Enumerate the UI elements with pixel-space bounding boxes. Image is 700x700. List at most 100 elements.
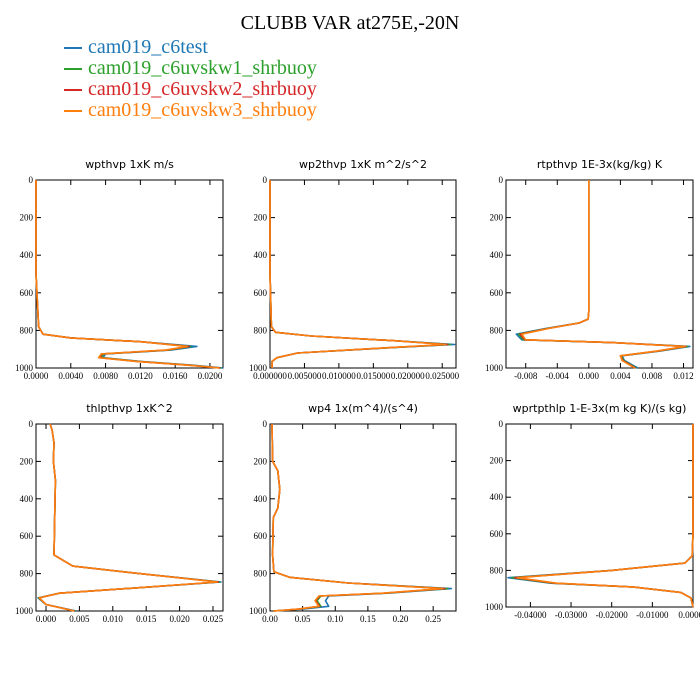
x-tick-label: -0.01000 [636,610,669,620]
x-tick-label: 0.010000 [322,371,356,381]
legend: cam019_c6test cam019_c6uvskw1_shrbuoy ca… [64,37,317,121]
y-tick-label: 0 [29,175,34,185]
y-tick-label: 0 [263,175,268,185]
y-tick-label: 800 [254,569,268,579]
x-tick-label: 0.008 [642,371,663,381]
chart-panel: wp4 1x(m^4)/(s^4) 0 200 400 600 800 10000.00 0.… [249,402,457,624]
legend-item: cam019_c6uvskw1_shrbuoy [64,58,317,79]
plot-frame [35,179,224,369]
plot-frame [269,179,457,369]
x-tick-label: -0.008 [514,371,538,381]
x-tick-label: 0.012 [673,371,693,381]
chart-title: wp2thvp 1xK m^2/s^2 [299,158,427,171]
series-line [37,423,221,612]
legend-label: cam019_c6test [88,36,208,58]
legend-item: cam019_c6test [64,37,317,58]
series-line [516,424,694,608]
y-tick-label: 200 [254,213,268,223]
chart-panel: wp2thvp 1xK m^2/s^2020040060080010000.00… [249,158,460,381]
series-line [35,180,224,369]
x-tick-label: 0.005 [69,614,90,624]
series-line [269,180,452,368]
x-tick-label: -0.02000 [596,610,629,620]
x-tick-label: 0.0040 [58,371,83,381]
legend-swatch [64,110,82,113]
y-tick-label: 400 [254,494,268,504]
series-line [514,424,694,608]
x-tick-label: 0.000 [36,614,57,624]
chart-title: thlpthvp 1xK^2 [86,402,173,415]
y-tick-label: 1000 [249,606,268,616]
x-tick-label: 0.0000 [24,371,49,381]
x-tick-label: 0.20 [393,614,409,624]
y-tick-label: 800 [20,569,34,579]
x-tick-label: 0.00 [262,614,278,624]
series-line [511,424,694,608]
x-tick-label: 0.004 [610,371,631,381]
series-line [269,180,449,368]
y-tick-label: 0 [263,419,268,429]
series-line [38,423,220,612]
x-tick-label: 0.000 [579,371,600,381]
y-tick-label: 200 [490,456,504,466]
x-tick-label: 0.015 [136,614,157,624]
x-tick-label: 0.020 [169,614,190,624]
x-tick-label: 0.0120 [128,371,153,381]
y-tick-label: 600 [490,529,504,539]
page-title: CLUBB VAR at275E,-20N [240,12,460,34]
series-line [269,180,456,368]
chart-panel: thlpthvp 1xK^2 0 200 400 600 800 10000.000 0.00… [15,402,224,624]
x-tick-label: 0.005000 [288,371,322,381]
x-tick-label: 0.000000 [253,371,287,381]
x-tick-label: 0.015000 [356,371,390,381]
x-tick-label: 0.0080 [93,371,118,381]
chart-title: wp4 1x(m^4)/(s^4) [308,402,418,415]
y-tick-label: 1000 [485,363,504,373]
legend-swatch [64,47,82,50]
chart-panel: wprtpthlp 1-E-3x(m kg K)/(s kg) 0 200 400 60… [485,402,700,620]
chart-title: wprtpthlp 1-E-3x(m kg K)/(s kg) [513,402,687,415]
chart-panel: wpthvp 1xK m/s 0 200 400 600 800 10000.0000 0.0… [15,158,224,381]
y-tick-label: 600 [254,288,268,298]
plot-frame [269,423,457,612]
y-tick-label: 400 [20,250,34,260]
y-tick-label: 200 [490,213,504,223]
chart-title: rtpthvp 1E-3x(kg/kg) K [537,158,663,171]
y-tick-label: 800 [20,325,34,335]
series-line [271,423,444,612]
x-tick-label: 0.15 [360,614,376,624]
legend-item: cam019_c6uvskw2_shrbuoy [64,79,317,100]
y-tick-label: 800 [490,565,504,575]
series-line [520,180,686,369]
x-tick-label: 0.05 [295,614,311,624]
series-line [38,423,218,612]
x-tick-label: 0.010 [103,614,124,624]
y-tick-label: 600 [490,288,504,298]
y-tick-label: 800 [490,325,504,335]
chart-panel: rtpthvp 1E-3x(kg/kg) K02004006008001000-… [485,158,694,381]
series-line [271,423,453,612]
y-tick-label: 600 [254,531,268,541]
y-tick-label: 600 [20,288,34,298]
x-tick-label: 0.025 [203,614,224,624]
x-tick-label: 0.020000 [391,371,425,381]
x-tick-label: -0.004 [546,371,570,381]
series-line [269,180,447,368]
x-tick-label: 0.0160 [163,371,188,381]
series-line [35,180,222,369]
y-tick-label: 1000 [15,363,34,373]
x-tick-label: 0.25 [425,614,441,624]
legend-swatch [64,89,82,92]
y-tick-label: 200 [254,456,268,466]
y-tick-label: 1000 [485,602,504,612]
x-tick-label: 0.10 [327,614,343,624]
legend-label: cam019_c6uvskw2_shrbuoy [88,78,317,100]
y-tick-label: 400 [490,250,504,260]
y-tick-label: 0 [499,419,504,429]
y-tick-label: 800 [254,325,268,335]
x-tick-label: 0.025000 [425,371,459,381]
x-tick-label: 0.00000 [678,610,700,620]
legend-swatch [64,68,82,71]
x-tick-label: 0.0200 [198,371,223,381]
